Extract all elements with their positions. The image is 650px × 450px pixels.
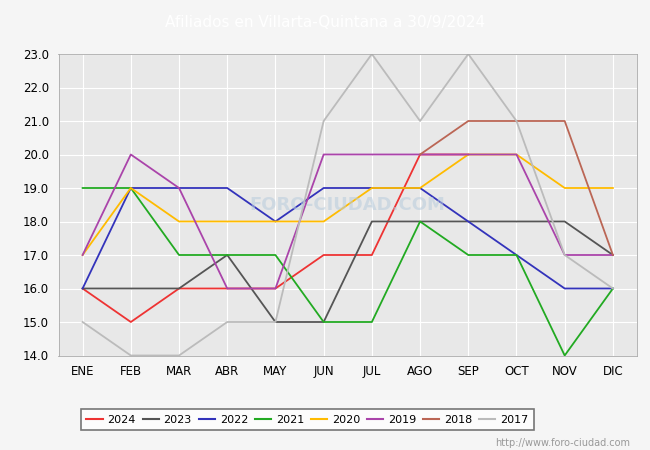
Legend: 2024, 2023, 2022, 2021, 2020, 2019, 2018, 2017: 2024, 2023, 2022, 2021, 2020, 2019, 2018… — [81, 410, 534, 430]
Text: Afiliados en Villarta-Quintana a 30/9/2024: Afiliados en Villarta-Quintana a 30/9/20… — [165, 15, 485, 30]
Text: FORO-CIUDAD.COM: FORO-CIUDAD.COM — [250, 196, 446, 214]
Text: http://www.foro-ciudad.com: http://www.foro-ciudad.com — [495, 438, 630, 448]
